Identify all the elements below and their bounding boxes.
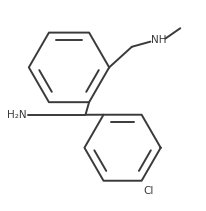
Text: NH: NH [151, 35, 167, 45]
Text: H₂N: H₂N [7, 110, 27, 120]
Text: Cl: Cl [144, 186, 154, 196]
